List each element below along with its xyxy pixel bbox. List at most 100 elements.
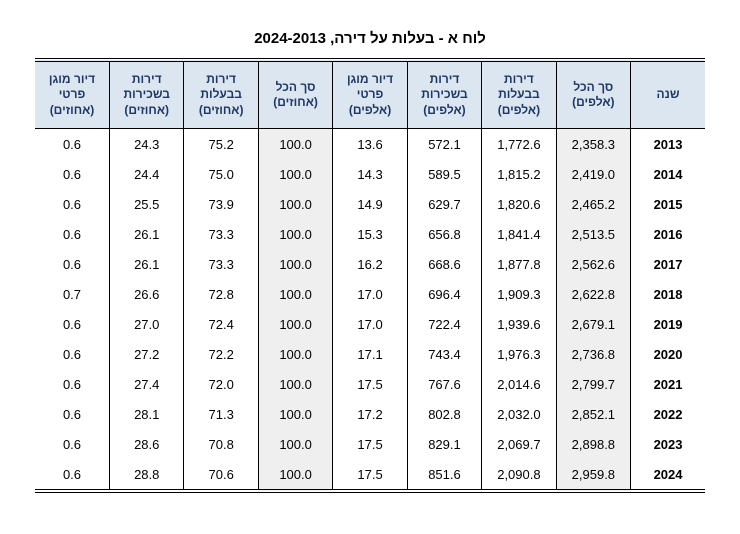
cell-total_thousands: 2,358.3 (555, 128, 631, 159)
cell-sheltered_thousands: 14.3 (332, 159, 408, 189)
cell-total_thousands: 2,898.8 (555, 429, 631, 459)
table-row-2023: 2023 2,898.8 2,069.7 829.1 17.5 100.0 70.8 28.6… (35, 429, 705, 459)
cell-rented_thousands: 629.7 (406, 189, 482, 219)
cell-sheltered_thousands: 17.2 (332, 399, 408, 429)
cell-owned_thousands: 2,069.7 (481, 429, 557, 459)
column-header-rented_thousands: דירות בשכירות (אלפים) (406, 60, 482, 129)
cell-total_percent: 100.0 (257, 159, 333, 189)
cell-owned_thousands: 2,090.8 (481, 459, 557, 491)
cell-owned_thousands: 1,976.3 (481, 339, 557, 369)
cell-rented_thousands: 696.4 (406, 279, 482, 309)
cell-total_thousands: 2,852.1 (555, 399, 631, 429)
cell-owned_percent: 70.8 (183, 429, 259, 459)
table-header-row: שנה סך הכל (אלפים) דירות בבעלות (אלפים) דיר… (35, 60, 705, 129)
cell-total_thousands: 2,959.8 (555, 459, 631, 491)
cell-rented_thousands: 802.8 (406, 399, 482, 429)
cell-total_thousands: 2,465.2 (555, 189, 631, 219)
cell-sheltered_thousands: 13.6 (332, 128, 408, 159)
cell-owned_percent: 73.3 (183, 219, 259, 249)
cell-sheltered_thousands: 17.5 (332, 459, 408, 491)
column-header-total_thousands: סך הכל (אלפים) (555, 60, 631, 129)
cell-rented_thousands: 589.5 (406, 159, 482, 189)
table-row-2013: 2013 2,358.3 1,772.6 572.1 13.6 100.0 75.2 24.3… (35, 128, 705, 159)
cell-sheltered_thousands: 14.9 (332, 189, 408, 219)
cell-total_thousands: 2,799.7 (555, 369, 631, 399)
cell-total_percent: 100.0 (257, 399, 333, 429)
cell-sheltered_thousands: 17.0 (332, 279, 408, 309)
cell-owned_thousands: 1,909.3 (481, 279, 557, 309)
cell-owned_percent: 72.8 (183, 279, 259, 309)
cell-year: 2013 (630, 128, 705, 159)
cell-owned_thousands: 1,841.4 (481, 219, 557, 249)
cell-year: 2020 (630, 339, 705, 369)
cell-sheltered_percent: 0.6 (62, 436, 82, 452)
cell-total_percent: 100.0 (257, 219, 333, 249)
cell-owned_thousands: 1,939.6 (481, 309, 557, 339)
cell-sheltered_percent: 0.6 (62, 406, 82, 422)
column-header-sheltered_thousands: דיור מוגן פרטי (אלפים) (332, 60, 408, 129)
cell-owned_percent: 73.3 (183, 249, 259, 279)
cell-rented_percent: 28.8 (108, 459, 184, 491)
cell-total_percent: 100.0 (257, 339, 333, 369)
table-row-2016: 2016 2,513.5 1,841.4 656.8 15.3 100.0 73.3 26.1… (35, 219, 705, 249)
column-header-owned_percent: דירות בבעלות (אחוזים) (183, 60, 259, 129)
cell-owned_percent: 71.3 (183, 399, 259, 429)
cell-total_thousands: 2,679.1 (555, 309, 631, 339)
cell-sheltered_thousands: 15.3 (332, 219, 408, 249)
cell-rented_percent: 24.3 (108, 128, 184, 159)
cell-year: 2021 (630, 369, 705, 399)
cell-rented_percent: 28.6 (108, 429, 184, 459)
cell-sheltered_percent: 0.6 (62, 316, 82, 332)
cell-year: 2018 (630, 279, 705, 309)
cell-year: 2014 (630, 159, 705, 189)
cell-sheltered_thousands: 17.1 (332, 339, 408, 369)
cell-rented_thousands: 656.8 (406, 219, 482, 249)
cell-sheltered_thousands: 17.5 (332, 369, 408, 399)
table-row-2019: 2019 2,679.1 1,939.6 722.4 17.0 100.0 72.4 27.0… (35, 309, 705, 339)
table-row-2021: 2021 2,799.7 2,014.6 767.6 17.5 100.0 72.0 27.4… (35, 369, 705, 399)
table-row-2014: 2014 2,419.0 1,815.2 589.5 14.3 100.0 75.0 24.4… (35, 159, 705, 189)
column-header-sheltered_percent: דיור מוגן פרטי (אחוזים) (35, 60, 110, 129)
cell-rented_thousands: 767.6 (406, 369, 482, 399)
table-row-2018: 2018 2,622.8 1,909.3 696.4 17.0 100.0 72.8 26.6… (35, 279, 705, 309)
column-header-rented_percent: דירות בשכירות (אחוזים) (108, 60, 184, 129)
cell-sheltered_percent: 0.6 (62, 466, 82, 482)
cell-total_percent: 100.0 (257, 279, 333, 309)
cell-owned_thousands: 2,032.0 (481, 399, 557, 429)
cell-total_percent: 100.0 (257, 459, 333, 491)
cell-total_percent: 100.0 (257, 369, 333, 399)
cell-sheltered_percent: 0.7 (62, 286, 82, 302)
cell-sheltered_thousands: 17.0 (332, 309, 408, 339)
cell-total_percent: 100.0 (257, 309, 333, 339)
cell-rented_percent: 27.2 (108, 339, 184, 369)
cell-total_percent: 100.0 (257, 128, 333, 159)
cell-total_percent: 100.0 (257, 189, 333, 219)
table-header: שנה סך הכל (אלפים) דירות בבעלות (אלפים) דיר… (35, 60, 705, 129)
cell-rented_thousands: 668.6 (406, 249, 482, 279)
cell-year: 2024 (630, 459, 705, 491)
cell-owned_thousands: 1,772.6 (481, 128, 557, 159)
cell-year: 2015 (630, 189, 705, 219)
housing-ownership-table: שנה סך הכל (אלפים) דירות בבעלות (אלפים) דיר… (35, 58, 705, 493)
cell-rented_percent: 24.4 (108, 159, 184, 189)
cell-total_thousands: 2,562.6 (555, 249, 631, 279)
table-body: 2013 2,358.3 1,772.6 572.1 13.6 100.0 75.2 24.3… (35, 128, 705, 491)
cell-rented_percent: 27.4 (108, 369, 184, 399)
cell-owned_thousands: 1,815.2 (481, 159, 557, 189)
cell-rented_thousands: 851.6 (406, 459, 482, 491)
table-title: לוח א - בעלות על דירה, 2024-2013 (254, 30, 486, 47)
table-row-2020: 2020 2,736.8 1,976.3 743.4 17.1 100.0 72.2 27.2… (35, 339, 705, 369)
cell-owned_thousands: 1,877.8 (481, 249, 557, 279)
cell-total_thousands: 2,419.0 (555, 159, 631, 189)
column-header-owned_thousands: דירות בבעלות (אלפים) (481, 60, 557, 129)
cell-total_percent: 100.0 (257, 429, 333, 459)
cell-year: 2017 (630, 249, 705, 279)
cell-owned_percent: 72.2 (183, 339, 259, 369)
cell-sheltered_percent: 0.6 (62, 346, 82, 362)
cell-rented_percent: 26.1 (108, 219, 184, 249)
cell-total_thousands: 2,622.8 (555, 279, 631, 309)
cell-owned_percent: 75.0 (183, 159, 259, 189)
cell-sheltered_thousands: 17.5 (332, 429, 408, 459)
table-row-2024: 2024 2,959.8 2,090.8 851.6 17.5 100.0 70.6 28.8… (35, 459, 705, 491)
table-row-2015: 2015 2,465.2 1,820.6 629.7 14.9 100.0 73.9 25.5… (35, 189, 705, 219)
